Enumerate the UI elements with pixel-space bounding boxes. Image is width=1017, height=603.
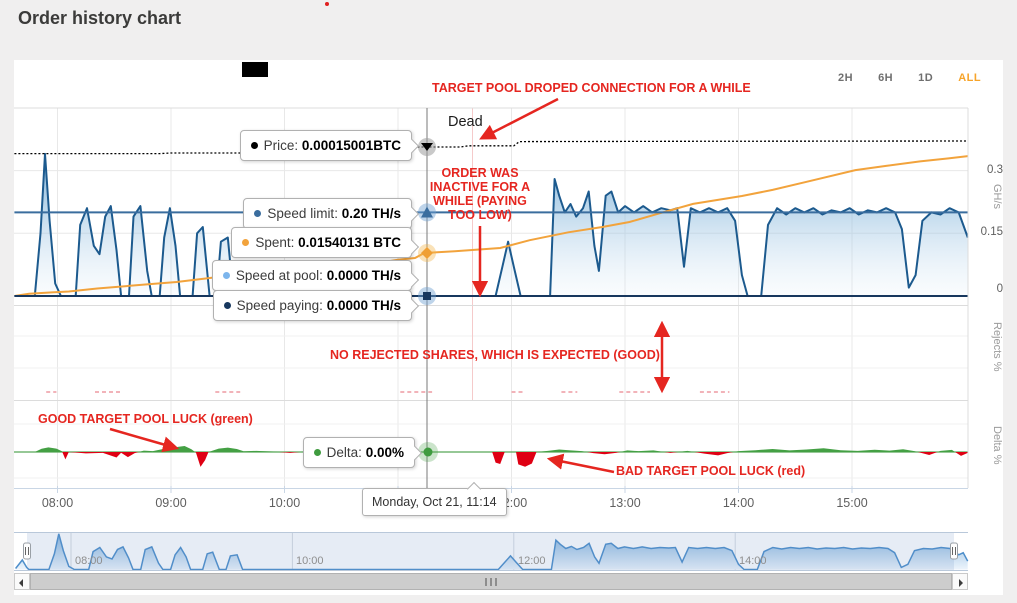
page-title: Order history chart	[18, 8, 182, 28]
series-spent	[14, 155, 968, 297]
redacted-legend-box	[242, 62, 268, 77]
range-2h[interactable]: 2H	[838, 72, 854, 84]
gridlines	[14, 108, 968, 488]
stray-annotation-dot	[325, 2, 329, 6]
scrollbar-thumb[interactable]	[30, 573, 952, 590]
navigator[interactable]	[14, 532, 969, 571]
tooltip-speed-limit: Speed limit: 0.20 TH/s	[243, 198, 412, 229]
tooltip-speed-at-pool: Speed at pool: 0.0000 TH/s	[211, 260, 412, 291]
annotation-arrows	[109, 97, 671, 474]
x-tick-0900: 09:00	[155, 496, 187, 510]
tooltip-date: Monday, Oct 21, 11:14	[362, 488, 507, 516]
tooltip-speed-paying: Speed paying: 0.0000 TH/s	[212, 290, 412, 321]
x-tick-1500: 15:00	[836, 496, 868, 510]
scrollbar-left-arrow-icon[interactable]	[14, 573, 30, 590]
tooltip-spent: Spent: 0.01540131 BTC	[231, 227, 412, 258]
y-tick-0: 0	[996, 283, 1003, 295]
navigator-right-handle[interactable]	[950, 542, 958, 560]
y-title-rejects: Rejects %	[991, 322, 1003, 372]
annotation-no-rejected: NO REJECTED SHARES, WHICH IS EXPECTED (G…	[330, 348, 660, 362]
delta-marker-circle-icon	[423, 447, 433, 457]
speed-paying-marker-square-icon	[423, 292, 431, 300]
range-all[interactable]: ALL	[958, 72, 982, 84]
annotation-bad-luck: BAD TARGET POOL LUCK (red)	[616, 464, 806, 478]
price-dot	[250, 142, 258, 149]
x-tick-1300: 13:00	[609, 496, 641, 510]
tooltip-price: Price: 0.00015001BTC	[239, 130, 412, 161]
annotation-order-inactive: ORDER WAS INACTIVE FOR A WHILE (PAYING T…	[429, 166, 531, 222]
crosshair-markers	[418, 138, 438, 462]
range-1d[interactable]: 1D	[918, 72, 934, 84]
speed-limit-marker-triangle-up-icon	[421, 206, 433, 218]
nav-tick-1200: 12:00	[518, 555, 546, 567]
y-title-delta: Delta %	[991, 426, 1003, 465]
x-tick-0800: 08:00	[41, 496, 74, 510]
y-title-ghs: GH/s	[991, 184, 1003, 210]
y-tick-015: 0.15	[980, 226, 1003, 238]
x-tick-1000: 10:00	[268, 496, 301, 510]
spent-marker-diamond-icon	[421, 247, 433, 259]
nav-tick-1000: 10:00	[296, 555, 324, 567]
dead-label: Dead	[448, 114, 483, 130]
range-6h[interactable]: 6H	[878, 72, 894, 84]
scrollbar[interactable]	[14, 573, 968, 590]
speed-at-pool-dot	[222, 272, 230, 279]
navigator-left-handle[interactable]	[23, 542, 31, 560]
chart-panel	[14, 60, 1003, 595]
spent-dot	[242, 239, 250, 246]
x-tick-1400: 14:00	[722, 496, 755, 510]
nav-tick-1400: 14:00	[739, 555, 767, 567]
scrollbar-right-arrow-icon[interactable]	[952, 573, 968, 590]
navigator-selected-mask	[27, 532, 954, 571]
series-delta	[14, 446, 968, 467]
price-marker-triangle-down-icon	[421, 143, 433, 151]
speed-paying-dot	[223, 302, 231, 309]
y-tick-03: 0.3	[987, 164, 1003, 176]
range-selector: 2H 6H 1D ALL	[838, 72, 981, 84]
delta-dot	[313, 449, 321, 456]
annotation-target-pool-dropped: TARGET POOL DROPED CONNECTION FOR A WHIL…	[432, 81, 751, 95]
speed-limit-dot	[254, 210, 262, 217]
nav-tick-0800: 08:00	[75, 555, 103, 567]
series-price	[14, 140, 968, 155]
tooltip-delta: Delta: 0.00%	[302, 437, 415, 468]
annotation-good-luck: GOOD TARGET POOL LUCK (green)	[38, 412, 253, 426]
scrollbar-grip-icon	[485, 578, 497, 586]
